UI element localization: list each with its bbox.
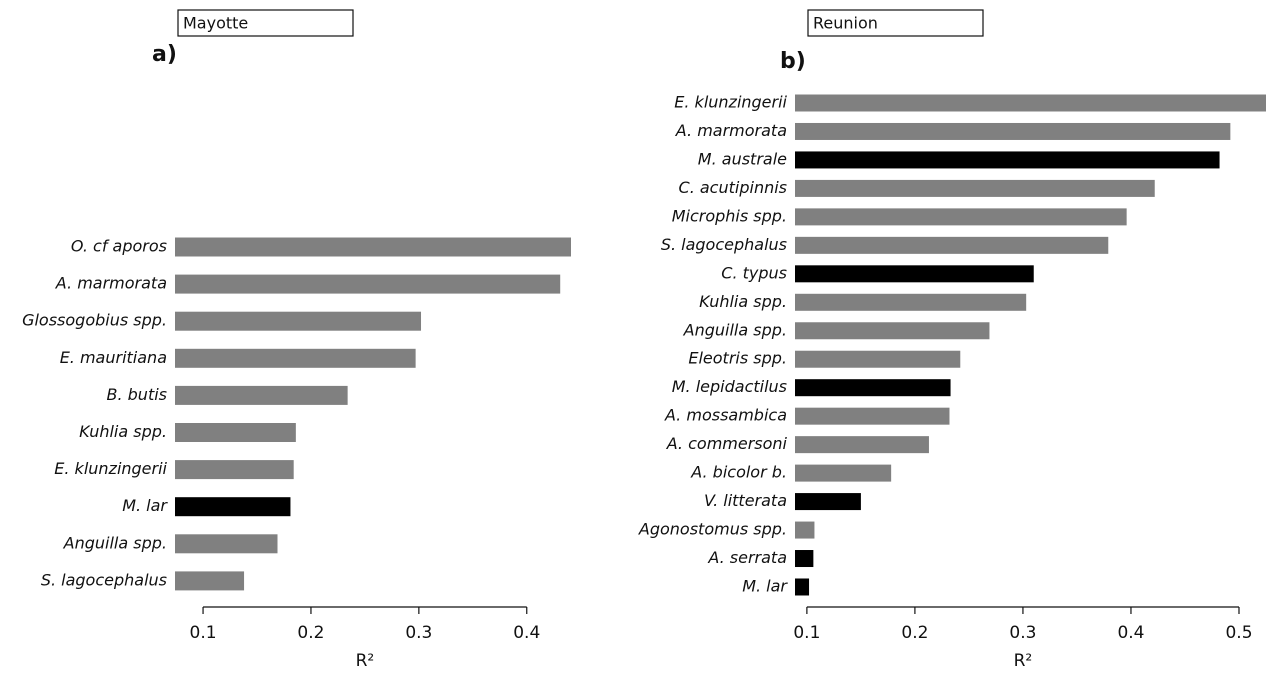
y-tick-label: V. litterata — [704, 491, 787, 510]
bar — [795, 208, 1127, 226]
bar — [175, 311, 422, 331]
y-tick-label: E. klunzingerii — [54, 459, 167, 478]
bar — [175, 385, 348, 405]
chart-title: Reunion — [813, 14, 878, 33]
bar — [175, 423, 296, 442]
y-tick-label: Eleotris spp. — [688, 349, 787, 368]
x-tick-label: 0.2 — [297, 623, 324, 643]
bar — [795, 521, 815, 539]
x-tick-label: 0.4 — [1117, 623, 1144, 643]
y-tick-label: S. lagocephalus — [661, 235, 787, 254]
bar — [795, 293, 1027, 311]
y-tick-label: B. butis — [107, 385, 168, 404]
bar — [795, 407, 950, 425]
y-tick-label: A. commersoni — [666, 434, 788, 453]
bar — [795, 94, 1266, 112]
y-tick-label: A. bicolor b. — [690, 463, 787, 482]
bar — [795, 179, 1155, 197]
x-tick-label: 0.3 — [1009, 623, 1036, 643]
panel-label: a) — [152, 42, 177, 67]
bar — [795, 122, 1231, 140]
bar — [175, 237, 571, 257]
bar — [795, 493, 861, 511]
bar — [175, 571, 245, 591]
bar — [175, 460, 294, 480]
y-tick-label: M. lar — [122, 496, 168, 515]
y-tick-label: E. mauritiana — [60, 348, 167, 367]
bar — [175, 274, 561, 294]
y-tick-label: C. acutipinnis — [679, 178, 787, 197]
chart-title: Mayotte — [183, 14, 248, 33]
y-tick-label: Microphis spp. — [672, 206, 787, 225]
y-tick-label: Anguilla spp. — [683, 320, 787, 339]
bar — [795, 236, 1109, 254]
bar — [795, 464, 892, 482]
y-tick-label: M. lepidactilus — [672, 377, 787, 396]
y-tick-label: Glossogobius spp. — [22, 311, 167, 330]
x-tick-label: 0.1 — [793, 623, 820, 643]
y-tick-label: Kuhlia spp. — [699, 292, 787, 311]
bar — [795, 350, 961, 368]
x-tick-label: 0.5 — [1225, 623, 1252, 643]
bar — [795, 578, 810, 596]
bar — [175, 534, 278, 554]
y-tick-label: A. marmorata — [55, 274, 167, 293]
y-tick-label: M. australe — [698, 149, 787, 168]
y-tick-label: A. mossambica — [664, 406, 787, 425]
y-tick-label: Agonostomus spp. — [638, 520, 787, 539]
title-box — [177, 9, 354, 37]
y-tick-label: O. cf aporos — [71, 237, 167, 256]
y-tick-label: S. lagocephalus — [41, 570, 167, 589]
bar — [795, 379, 951, 397]
x-tick-label: 0.1 — [190, 623, 217, 643]
title-box — [807, 9, 984, 37]
bar — [175, 497, 291, 517]
y-tick-label: M. lar — [742, 576, 788, 595]
x-axis-label: R² — [1014, 651, 1033, 671]
x-axis-label: R² — [356, 651, 375, 671]
bar — [795, 436, 929, 454]
y-tick-label: C. typus — [721, 263, 787, 282]
y-tick-label: A. marmorata — [675, 121, 787, 140]
y-tick-label: E. klunzingerii — [674, 93, 787, 112]
bar — [795, 322, 990, 340]
x-tick-label: 0.2 — [901, 623, 928, 643]
x-tick-label: 0.3 — [405, 623, 432, 643]
panel-label: b) — [780, 49, 806, 74]
bar — [795, 550, 814, 568]
bar — [175, 348, 416, 368]
y-tick-label: Kuhlia spp. — [79, 422, 167, 441]
y-tick-label: Anguilla spp. — [63, 533, 167, 552]
y-tick-label: A. serrata — [707, 548, 787, 567]
bar — [795, 265, 1034, 283]
x-tick-label: 0.4 — [513, 623, 540, 643]
bar — [795, 151, 1220, 169]
